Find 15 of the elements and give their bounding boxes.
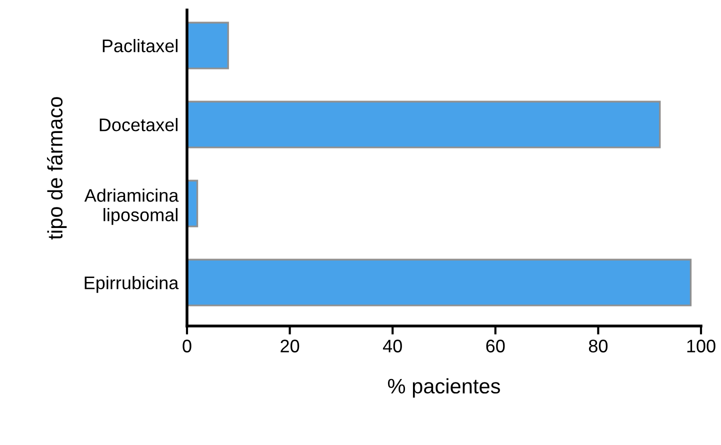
- y-tick-label: Docetaxel: [100, 118, 178, 132]
- x-tick-label: 20: [280, 340, 300, 352]
- y-tick-label: Epirrubicina: [84, 276, 179, 293]
- x-tick-label: 100: [687, 340, 716, 352]
- x-tick-label: 60: [486, 340, 505, 352]
- bar: [187, 258, 692, 306]
- x-tick-label: 40: [382, 340, 402, 352]
- y-tick-label: Adriamicina liposomal: [84, 188, 179, 225]
- bar: [187, 100, 661, 148]
- y-axis-title: tipo de fármaco: [47, 97, 67, 240]
- y-tick-label: Paclitaxel: [102, 39, 178, 52]
- x-tick-label: 0: [182, 340, 192, 352]
- x-tick-label: 80: [588, 340, 608, 352]
- x-axis-title: % pacientes: [388, 378, 500, 398]
- bar: [187, 22, 229, 70]
